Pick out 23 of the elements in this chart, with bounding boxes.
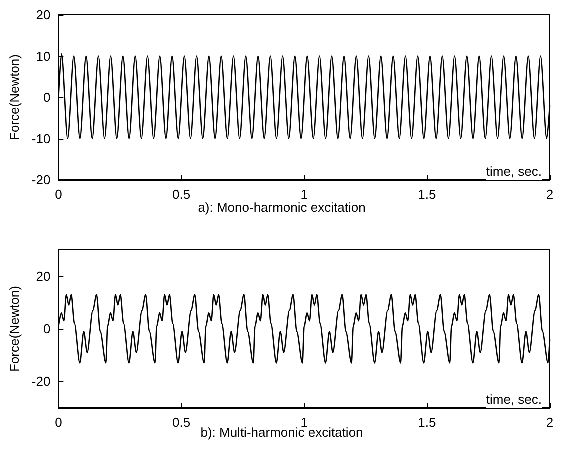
x-tick-label: 2 [546, 415, 554, 430]
x-axis-title: time, sec. [486, 164, 542, 179]
y-tick-label: -10 [32, 131, 51, 146]
x-tick-label: 0.5 [172, 187, 191, 202]
y-tick-label: 10 [36, 48, 51, 64]
y-tick-label: 0 [43, 90, 51, 105]
x-tick-label: 1 [300, 415, 308, 430]
y-tick-label: 0 [43, 322, 51, 336]
x-tick-label: 0 [55, 415, 62, 430]
x-tick-label: 1 [300, 187, 308, 202]
text: a): Mono-harmonic excitation [198, 200, 366, 215]
y-tick-label: 20 [36, 268, 51, 284]
x-tick-label: 1.5 [418, 187, 436, 202]
y-tick-label: -20 [32, 374, 51, 390]
x-tick-label: 2 [546, 187, 554, 202]
y-tick-label: 20 [36, 8, 51, 22]
x-tick-label: 0 [55, 187, 62, 202]
y-axis-title: Force(Newton) [7, 54, 22, 140]
y-axis-title: Force(Newton) [7, 286, 22, 372]
x-tick-label: 1.5 [418, 415, 436, 430]
x-tick-label: 0.5 [172, 415, 191, 430]
x-axis-title: time, sec. [486, 392, 542, 407]
y-tick-label: -20 [32, 172, 51, 188]
